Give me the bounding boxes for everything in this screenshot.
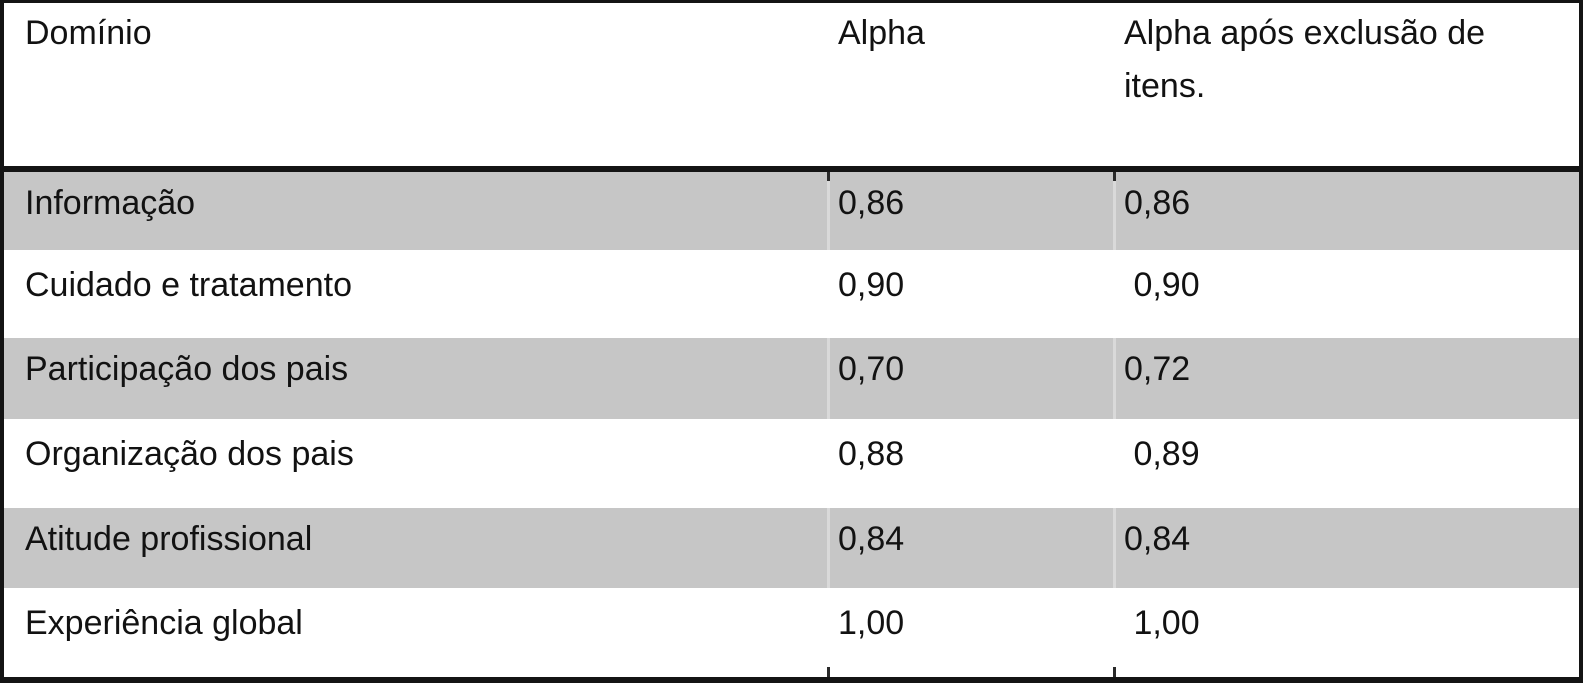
alpha-after-exclusion-cell: 0,90 [1124, 265, 1200, 304]
domain-cell: Informação [4, 169, 827, 254]
alpha-after-exclusion-cell: 0,84 [1113, 507, 1579, 593]
alpha-cell: 1,00 [827, 592, 1113, 677]
domain-cell: Participação dos pais [4, 338, 827, 423]
table-row: Cuidado e tratamento 0,90 0,90 [4, 254, 1579, 339]
table-row: Experiência global 1,00 1,00 [4, 592, 1579, 677]
column-header-alpha: Alpha [827, 3, 1113, 172]
alpha-after-exclusion-cell: 0,72 [1113, 338, 1579, 423]
alpha-cell: 0,90 [838, 265, 905, 304]
table-header-row: Domínio Alpha Alpha após exclusão de ite… [4, 3, 1579, 172]
alpha-cell: 0,70 [827, 338, 1113, 423]
column-header-domain: Domínio [4, 3, 827, 172]
domain-cell: Cuidado e tratamento [25, 265, 352, 304]
alpha-after-exclusion-cell: 0,89 [1124, 434, 1200, 473]
alpha-after-exclusion-cell: 0,86 [1113, 169, 1579, 254]
alpha-cell: 0,86 [827, 169, 1113, 254]
column-header-alpha-after-exclusion: Alpha após exclusão de itens. [1113, 3, 1579, 172]
alpha-cell: 0,84 [827, 507, 1113, 593]
table-row: Organização dos pais 0,88 0,89 [4, 423, 1579, 508]
alpha-cell: 0,88 [838, 434, 905, 473]
alpha-after-exclusion-cell: 1,00 [1113, 592, 1579, 677]
table-row: Participação dos pais 0,70 0,72 [4, 338, 1579, 423]
cronbach-alpha-table: Domínio Alpha Alpha após exclusão de ite… [4, 3, 1579, 677]
table-row: Informação 0,86 0,86 [4, 169, 1579, 254]
table-row: Atitude profissional 0,84 0,84 [4, 507, 1579, 593]
domain-cell: Atitude profissional [4, 507, 827, 593]
domain-cell: Experiência global [25, 604, 303, 643]
domain-cell: Organização dos pais [25, 434, 354, 473]
